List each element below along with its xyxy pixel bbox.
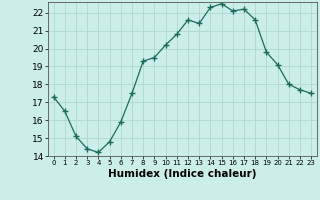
X-axis label: Humidex (Indice chaleur): Humidex (Indice chaleur) (108, 169, 257, 179)
